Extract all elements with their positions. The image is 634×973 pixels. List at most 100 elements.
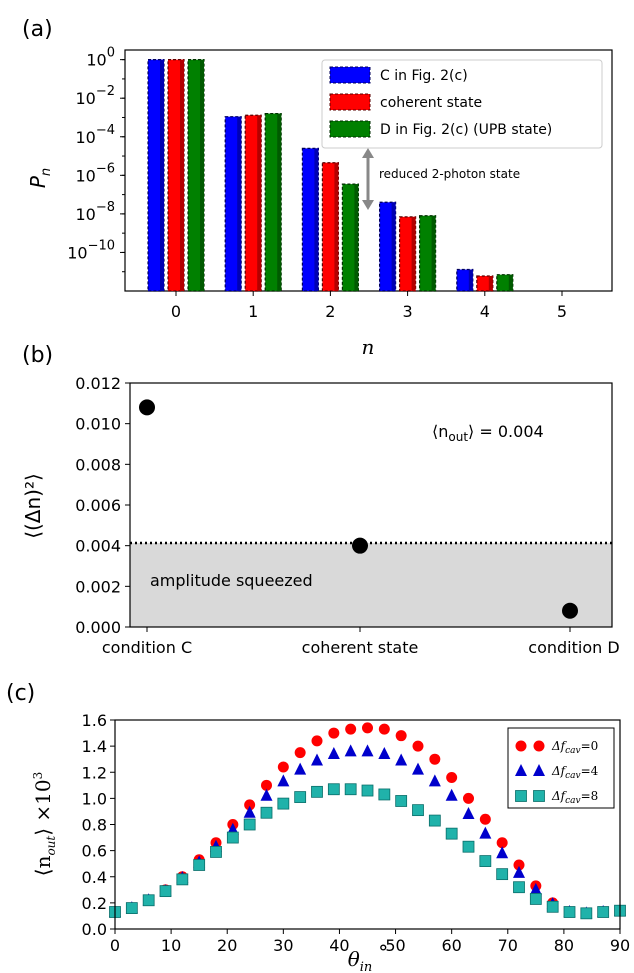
- c-point-s0-23: [496, 837, 508, 849]
- a-ytick-base: 10: [75, 166, 95, 185]
- c-point-s1-16: [378, 746, 391, 759]
- c-point-s2-1: [125, 902, 138, 914]
- panel-a-x-ticks: 0 1 2 3 4 5: [171, 291, 567, 321]
- legend-label-0: C in Fig. 2(c): [380, 68, 468, 84]
- c-point-s0-15: [362, 722, 373, 734]
- c-legend-prefix: Δf: [551, 789, 568, 803]
- c-legend-sub: cav: [565, 796, 581, 806]
- a-ytick-label: 10−6: [75, 161, 115, 185]
- c-legend-marker-b-1: [533, 764, 545, 776]
- c-point-s1-10: [277, 774, 290, 787]
- b-ytick-label: 0.002: [75, 577, 121, 596]
- panel-b-y-ticks: 0.000 0.002 0.004 0.006 0.008 0.010 0.012: [75, 374, 130, 637]
- b-point-2: [562, 602, 578, 619]
- a-xtick-label-1: 1: [248, 302, 258, 321]
- panel-b-annotation-prefix: ⟨n: [432, 422, 448, 441]
- bar-edge-0-4: [468, 269, 473, 291]
- panel-a-label: (a): [22, 17, 53, 42]
- panel-b-points: [139, 399, 578, 619]
- panel-a-frame: [124, 49, 613, 292]
- a-ytick-label: 100: [86, 46, 115, 70]
- c-point-s1-24: [513, 865, 525, 878]
- c-legend-marker-a-0: [515, 740, 527, 752]
- a-xtick-label-3: 3: [403, 302, 413, 321]
- c-legend-prefix: Δf: [551, 739, 568, 753]
- b-xtick-label-2: condition D: [528, 638, 619, 657]
- bar-edge-2-2: [354, 184, 359, 291]
- c-point-s2-15: [361, 784, 374, 797]
- legend-label-2: D in Fig. 2(c) (UPB state): [380, 122, 552, 138]
- panel-c-y-ticks: 0.0 0.2 0.4 0.6 0.8 1.0 1.2 1.4 1.6: [82, 711, 115, 939]
- a-ytick-base: 10: [67, 243, 87, 262]
- c-point-s0-12: [311, 735, 323, 747]
- panel-b-annotation-sub: out: [448, 430, 468, 444]
- panel-a-y-label-sub: n: [39, 168, 54, 176]
- c-point-s2-12: [311, 785, 323, 798]
- c-point-s2-3: [159, 885, 172, 898]
- legend-label-1: coherent state: [380, 95, 482, 111]
- bar-edge-0-1: [237, 116, 242, 291]
- b-ytick-label: 0.010: [75, 415, 121, 434]
- c-ytick-label: 0.2: [82, 894, 107, 913]
- c-point-s2-8: [243, 818, 256, 831]
- c-point-s0-14: [345, 723, 357, 735]
- c-point-s2-6: [210, 846, 222, 858]
- c-point-s2-18: [412, 804, 424, 817]
- c-xtick-label: 10: [161, 936, 181, 955]
- c-legend-marker-b-0: [533, 740, 545, 752]
- panel-b-x-ticks: condition C coherent state condition D: [102, 627, 620, 657]
- b-point-0: [139, 399, 155, 416]
- legend-swatch-2: [329, 120, 371, 138]
- a-ytick-label: 10−8: [75, 200, 115, 224]
- c-legend-sub: cav: [565, 771, 581, 781]
- a-ytick-label: 10−2: [75, 84, 115, 108]
- c-point-s2-26: [546, 900, 559, 913]
- panel-b-label: (b): [22, 343, 53, 368]
- c-legend-val: =0: [581, 739, 599, 753]
- c-point-s0-20: [446, 771, 458, 783]
- panel-c-x-label-main: θ: [348, 947, 360, 971]
- c-point-s1-23: [496, 846, 509, 859]
- c-point-s0-11: [294, 747, 306, 759]
- c-ytick-label: 0.0: [82, 920, 107, 939]
- c-legend-label-1: Δfcav=4: [551, 764, 599, 781]
- c-point-s2-25: [529, 893, 542, 905]
- c-point-s2-16: [378, 788, 391, 801]
- c-point-s2-14: [344, 783, 357, 796]
- c-point-s2-28: [580, 907, 593, 920]
- c-point-s2-9: [260, 806, 273, 819]
- c-point-s0-19: [429, 753, 441, 765]
- a-ytick-base: 10: [86, 51, 106, 70]
- c-point-s2-11: [294, 791, 307, 803]
- c-legend-val: =8: [581, 789, 599, 803]
- c-xtick-label: 60: [441, 936, 461, 955]
- c-legend-marker-a-1: [515, 764, 527, 776]
- panel-a-bars: [147, 59, 514, 292]
- c-xtick-label: 70: [498, 936, 518, 955]
- panel-b-annotation-suffix: ⟩ = 0.004: [468, 422, 544, 441]
- panel-c-y-label-close: ⟩ ×10: [31, 779, 55, 835]
- a-ytick-exp: 0: [107, 46, 115, 61]
- c-point-s1-15: [361, 744, 374, 757]
- panel-a-y-label-main: P: [26, 175, 50, 188]
- panel-c-y-label-sub: out: [44, 836, 58, 856]
- c-legend-val: =4: [581, 764, 599, 778]
- c-point-s1-25: [529, 882, 542, 895]
- c-point-s2-2: [142, 894, 155, 907]
- a-ytick-exp: −2: [96, 84, 115, 99]
- c-ytick-label: 1.0: [82, 789, 107, 808]
- c-xtick-label: 0: [110, 936, 120, 955]
- c-point-s0-10: [277, 761, 289, 773]
- panel-a-annotation: reduced 2-photon state: [379, 167, 520, 181]
- a-xtick-label-4: 4: [480, 302, 490, 321]
- a-ytick-exp: −6: [96, 161, 115, 176]
- bar-edge-2-0: [200, 59, 204, 291]
- panel-c-x-label-deg: °: [378, 940, 388, 964]
- c-point-s2-7: [226, 831, 239, 844]
- c-xtick-label: 20: [217, 936, 237, 955]
- c-ytick-label: 0.8: [82, 816, 107, 835]
- c-xtick-label: 90: [610, 936, 630, 955]
